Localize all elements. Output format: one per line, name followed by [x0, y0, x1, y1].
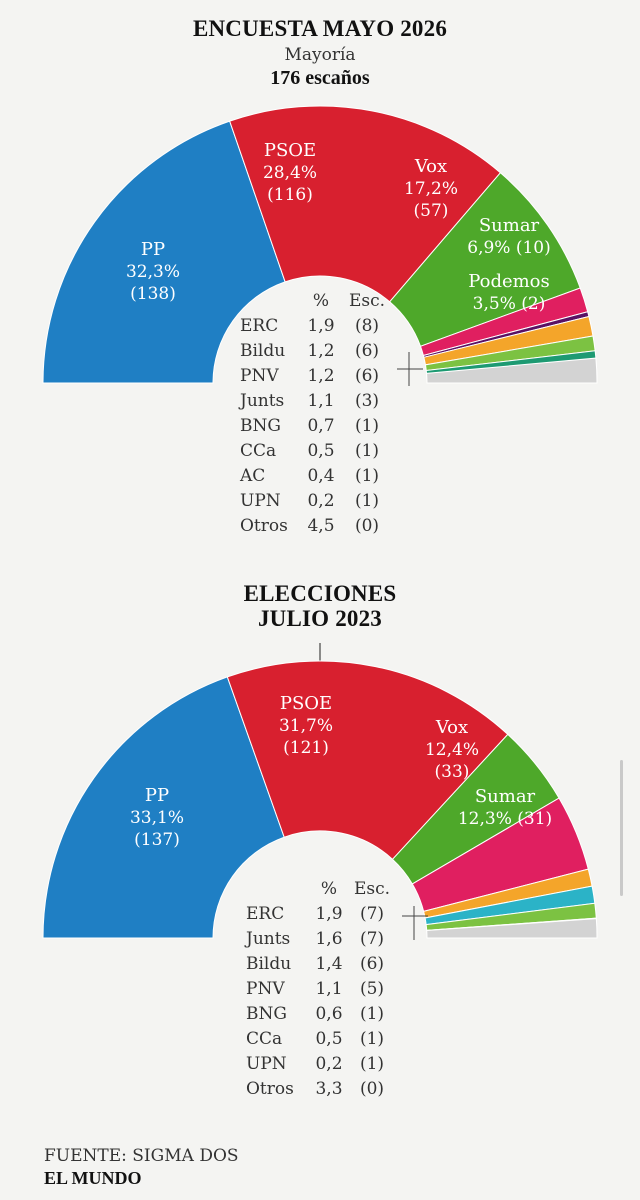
seat-slice-psoe	[229, 105, 502, 303]
seat-slice-pp	[42, 676, 285, 939]
seat-slice-pp	[42, 120, 286, 384]
seat-slice-otros	[426, 357, 598, 384]
table-party-pct: 0,5	[307, 441, 334, 461]
data-label-pct: 28,4%	[263, 163, 317, 183]
data-label: 12,3% (31)	[458, 809, 552, 829]
data-label: 6,9% (10)	[467, 238, 551, 258]
brand-logo: EL MUNDO	[44, 1168, 142, 1188]
table-party-pct: 0,2	[307, 491, 334, 511]
table-party-name: UPN	[240, 491, 281, 511]
data-label-pct: 17,2%	[404, 179, 458, 199]
data-label-seats: (121)	[283, 738, 329, 758]
series-name-label: Sumar	[475, 786, 536, 807]
table-party-seats: (6)	[360, 954, 384, 974]
series-name-label: PP	[145, 785, 169, 806]
table-party-pct: 1,1	[315, 979, 342, 999]
table-party-name: UPN	[246, 1054, 287, 1074]
data-label-seats: (33)	[435, 762, 470, 782]
table-party-seats: (3)	[355, 391, 379, 411]
seat-slice-otros	[426, 918, 598, 939]
data-label-pct: 32,3%	[126, 262, 180, 282]
table-party-name: Junts	[238, 391, 284, 411]
table-party-seats: (1)	[355, 466, 379, 486]
table-party-seats: (1)	[360, 1029, 384, 1049]
series-name-label: PSOE	[264, 140, 316, 161]
table-party-name: Otros	[246, 1079, 294, 1099]
table-party-pct: 3,3	[315, 1079, 342, 1099]
table-party-name: ERC	[240, 316, 278, 336]
table-party-name: CCa	[246, 1029, 282, 1049]
chart-title: ENCUESTA MAYO 2026	[192, 16, 448, 41]
second-title-line1: ELECCIONES	[243, 581, 397, 606]
table-party-seats: (1)	[355, 441, 379, 461]
data-label-seats: (138)	[130, 284, 176, 304]
table-party-name: BNG	[246, 1004, 287, 1024]
table-party-name: ERC	[246, 904, 284, 924]
series-name-label: Vox	[435, 717, 468, 738]
table-party-pct: 0,5	[315, 1029, 342, 1049]
series-name-label: Podemos	[468, 271, 550, 292]
table-party-seats: (1)	[360, 1004, 384, 1024]
table-party-seats: (0)	[355, 516, 379, 536]
table-party-name: PNV	[246, 979, 285, 999]
table-party-pct: 1,1	[307, 391, 334, 411]
table-party-pct: 4,5	[307, 516, 334, 536]
table-party-name: Bildu	[246, 954, 291, 974]
data-label-pct: 33,1%	[130, 808, 184, 828]
series-name-label: Sumar	[479, 215, 540, 236]
table-party-pct: 1,2	[307, 341, 334, 361]
data-label: 3,5% (2)	[473, 294, 546, 314]
table-party-seats: (6)	[355, 341, 379, 361]
table-party-name: AC	[239, 466, 265, 486]
table-party-name: Bildu	[240, 341, 285, 361]
table-party-seats: (7)	[360, 904, 384, 924]
majority-label: Mayoría	[284, 45, 356, 65]
series-name-label: PP	[141, 239, 165, 260]
data-label-pct: 12,4%	[425, 740, 479, 760]
table-party-seats: (6)	[355, 366, 379, 386]
table-party-seats: (1)	[360, 1054, 384, 1074]
data-label-seats: (57)	[414, 201, 449, 221]
table-party-pct: 1,6	[315, 929, 342, 949]
table-party-pct: 1,4	[315, 954, 342, 974]
data-label-seats: (116)	[267, 185, 313, 205]
table-party-seats: (0)	[360, 1079, 384, 1099]
table-connector	[397, 352, 423, 386]
series-name-label: Vox	[414, 156, 447, 177]
table-party-name: BNG	[240, 416, 281, 436]
table-party-pct: 0,2	[315, 1054, 342, 1074]
table-party-name: PNV	[240, 366, 279, 386]
table-party-pct: 1,2	[307, 366, 334, 386]
table-party-seats: (1)	[355, 416, 379, 436]
table-party-seats: (8)	[355, 316, 379, 336]
table-party-pct: 0,6	[315, 1004, 342, 1024]
table-party-seats: (7)	[360, 929, 384, 949]
table-party-pct: 0,4	[307, 466, 334, 486]
table-party-name: Junts	[244, 929, 290, 949]
table-header-seats: Esc.	[354, 879, 390, 899]
table-party-seats: (5)	[360, 979, 384, 999]
table-header-pct: %	[321, 879, 337, 899]
data-label-seats: (137)	[134, 830, 180, 850]
series-name-label: PSOE	[280, 693, 332, 714]
table-connector	[402, 906, 428, 940]
majority-value: 176 escaños	[270, 67, 370, 89]
table-header-seats: Esc.	[349, 291, 385, 311]
table-party-pct: 1,9	[315, 904, 342, 924]
table-party-name: Otros	[240, 516, 288, 536]
table-header-pct: %	[313, 291, 329, 311]
table-party-pct: 1,9	[307, 316, 334, 336]
scrollbar[interactable]	[620, 760, 623, 896]
data-label-pct: 31,7%	[279, 716, 333, 736]
table-party-seats: (1)	[355, 491, 379, 511]
table-party-name: CCa	[240, 441, 276, 461]
second-title-line2: JULIO 2023	[257, 606, 383, 631]
source-note: FUENTE: SIGMA DOS	[44, 1146, 239, 1166]
table-party-pct: 0,7	[307, 416, 334, 436]
